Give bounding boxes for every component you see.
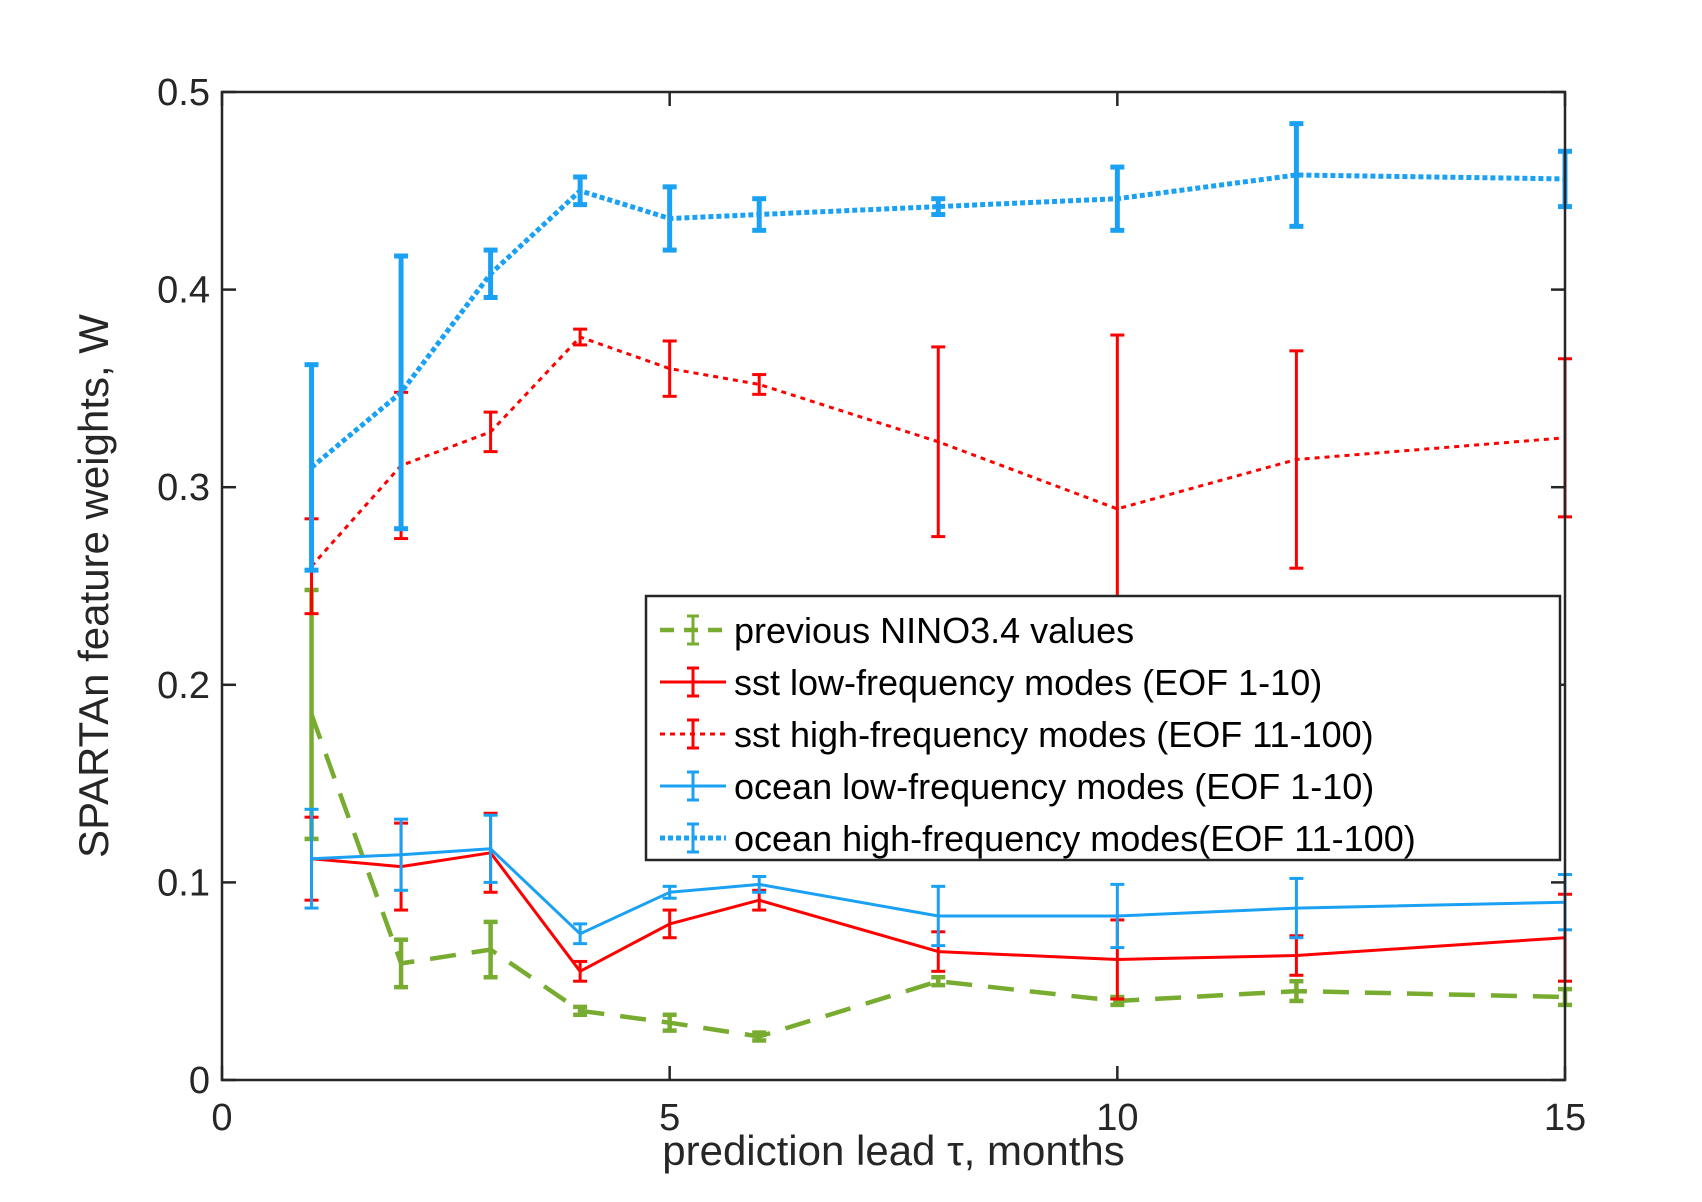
legend-label: sst high-frequency modes (EOF 11-100) bbox=[734, 714, 1374, 755]
legend-entry: ocean low-frequency modes (EOF 1-10) bbox=[660, 766, 1374, 807]
legend-entry: ocean high-frequency modes(EOF 11-100) bbox=[660, 818, 1416, 859]
series-line bbox=[309, 713, 1566, 1039]
data-point bbox=[578, 969, 582, 973]
data-point bbox=[936, 979, 940, 983]
data-point bbox=[1294, 458, 1298, 462]
data-point bbox=[1294, 989, 1298, 993]
x-tick-label: 0 bbox=[211, 1097, 232, 1139]
data-point bbox=[936, 205, 940, 209]
legend-label: ocean low-frequency modes (EOF 1-10) bbox=[734, 766, 1374, 807]
x-axis-label: prediction lead τ, months bbox=[662, 1127, 1125, 1174]
x-tick-label: 15 bbox=[1544, 1097, 1586, 1139]
data-point bbox=[936, 950, 940, 954]
data-point bbox=[757, 898, 761, 902]
data-point bbox=[489, 948, 493, 952]
ticks-layer: 0 5 10 15 0 0.1 0.2 0.3 0.4 0.5 bbox=[157, 72, 1586, 1139]
series-5 bbox=[304, 121, 1572, 573]
data-point bbox=[399, 853, 403, 857]
data-point bbox=[668, 890, 672, 894]
data-point bbox=[489, 430, 493, 434]
series-4 bbox=[304, 807, 1572, 950]
data-point bbox=[668, 367, 672, 371]
data-point bbox=[1115, 914, 1119, 918]
data-point bbox=[757, 382, 761, 386]
series-1 bbox=[304, 587, 1572, 1043]
data-point bbox=[1115, 197, 1119, 201]
legend-label: ocean high-frequency modes(EOF 11-100) bbox=[734, 818, 1416, 859]
plot-area bbox=[222, 92, 1565, 1080]
data-point bbox=[668, 1021, 672, 1025]
data-point bbox=[578, 1009, 582, 1013]
x-tick-label: 10 bbox=[1096, 1097, 1138, 1139]
data-point bbox=[668, 922, 672, 926]
data-point bbox=[757, 213, 761, 217]
legend-entry: sst low-frequency modes (EOF 1-10) bbox=[660, 662, 1322, 703]
legend-label: sst low-frequency modes (EOF 1-10) bbox=[734, 662, 1322, 703]
data-point bbox=[1294, 173, 1298, 177]
data-point bbox=[578, 932, 582, 936]
y-tick-label: 0.4 bbox=[157, 270, 210, 312]
data-point bbox=[399, 390, 403, 394]
y-tick-label: 0.1 bbox=[157, 862, 210, 904]
y-tick-label: 0.2 bbox=[157, 665, 210, 707]
legend: previous NINO3.4 values sst low-frequency… bbox=[644, 594, 1562, 862]
x-tick-label: 5 bbox=[659, 1097, 680, 1139]
y-axis-label: SPARTAn feature weights, W bbox=[70, 314, 117, 858]
data-point bbox=[757, 1035, 761, 1039]
legend-entry: previous NINO3.4 values bbox=[660, 610, 1134, 651]
series-line bbox=[311, 851, 1566, 973]
data-point bbox=[310, 857, 314, 861]
legend-entry: sst high-frequency modes (EOF 11-100) bbox=[660, 714, 1374, 755]
data-point bbox=[310, 465, 314, 469]
legend-label: previous NINO3.4 values bbox=[734, 610, 1134, 651]
data-point bbox=[936, 440, 940, 444]
data-point bbox=[757, 882, 761, 886]
data-point bbox=[1115, 957, 1119, 961]
data-point bbox=[1294, 954, 1298, 958]
data-point bbox=[1294, 906, 1298, 910]
y-tick-label: 0 bbox=[189, 1060, 210, 1102]
legend-box bbox=[644, 594, 1562, 862]
series-line bbox=[311, 847, 1566, 936]
data-point bbox=[399, 961, 403, 965]
data-point bbox=[578, 335, 582, 339]
data-point bbox=[668, 216, 672, 220]
data-point bbox=[1115, 507, 1119, 511]
axes-frame bbox=[220, 90, 1567, 1082]
series-line bbox=[310, 335, 1566, 568]
data-point bbox=[936, 914, 940, 918]
data-point bbox=[310, 712, 314, 716]
data-point bbox=[578, 189, 582, 193]
data-point bbox=[489, 272, 493, 276]
series-line bbox=[309, 172, 1566, 470]
y-tick-label: 0.5 bbox=[157, 72, 210, 114]
y-tick-label: 0.3 bbox=[157, 467, 210, 509]
data-point bbox=[489, 847, 493, 851]
